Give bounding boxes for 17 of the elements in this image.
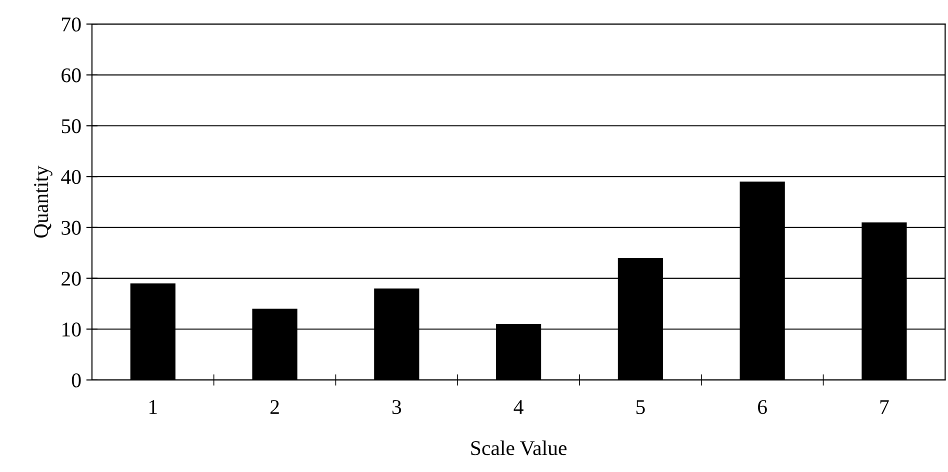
y-tick-label: 10 [62, 322, 81, 337]
y-tick-label: 30 [62, 220, 81, 235]
x-tick-label: 4 [514, 400, 524, 414]
x-tick-label: 3 [392, 400, 402, 414]
x-tick-label: 1 [150, 400, 157, 414]
y-axis-title: Quantity [34, 166, 52, 238]
y-tick-label: 50 [62, 119, 81, 134]
x-axis-title: Scale Value [471, 440, 567, 456]
y-tick-label: 0 [72, 373, 81, 388]
x-tick-label: 7 [880, 400, 889, 414]
y-tick-label: 20 [62, 272, 81, 286]
x-tick-label: 6 [758, 400, 767, 414]
y-tick-label: 60 [62, 68, 81, 82]
y-tick-label: 40 [61, 170, 81, 184]
y-tick-label: 70 [62, 17, 81, 32]
x-tick-label: 2 [270, 400, 279, 414]
x-tick-label: 5 [636, 400, 645, 414]
